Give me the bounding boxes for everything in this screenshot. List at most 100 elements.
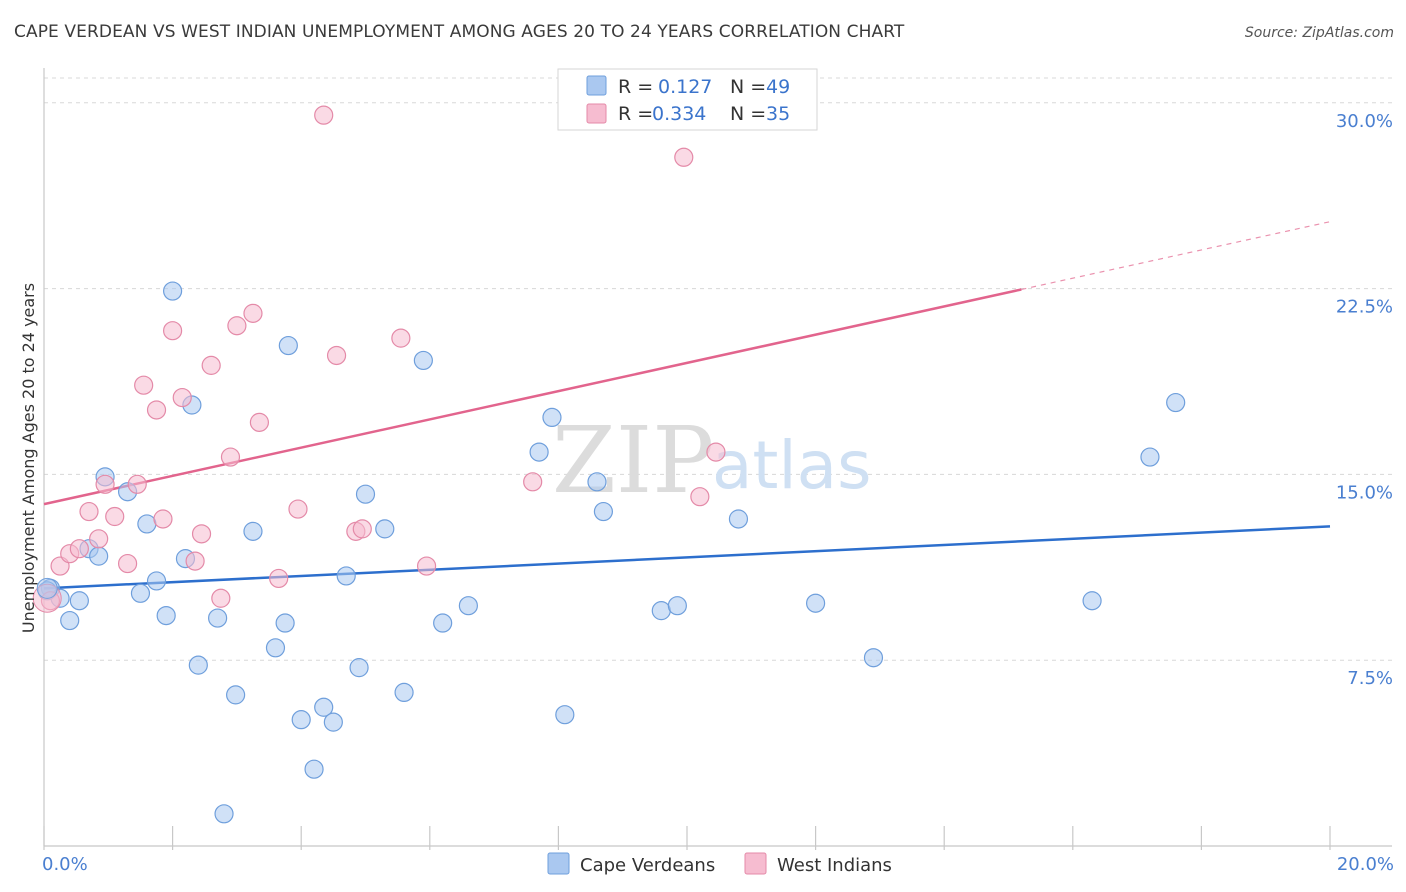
data-point-cape-verdeans [137,514,157,534]
data-point-cape-verdeans [208,608,228,628]
legend-n-value-blue: 49 [766,76,790,98]
points-layer [32,105,1186,824]
legend-swatch-pink [586,103,607,124]
tick-label-layer: 7.5% 15.0% 22.5% 30.0% 0.0% 20.0% [42,111,1394,875]
data-point-west-indians [391,328,411,348]
legend-r-label-blue: R = [618,76,653,98]
series-legend-swatch-west-indians [744,852,767,875]
data-point-cape-verdeans [458,596,478,616]
data-point-cape-verdeans [163,281,183,301]
data-point-west-indians [249,412,270,432]
data-point-west-indians [117,553,138,574]
chart-source: Source: ZipAtlas.com [1244,25,1394,41]
data-point-west-indians [220,447,241,467]
data-point-cape-verdeans [433,613,453,633]
data-point-cape-verdeans [349,658,369,678]
series-legend-swatch-cape-verdeans [547,852,570,875]
data-point-cape-verdeans [863,648,884,668]
data-point-west-indians [172,387,192,408]
legend-r-label-pink: R = [618,103,653,125]
data-point-west-indians [191,524,212,544]
data-point-west-indians [269,568,289,589]
data-point-cape-verdeans [375,519,395,539]
trend-line-extension-west-indians [1021,221,1331,291]
data-point-west-indians [243,303,263,323]
data-point-west-indians [416,556,437,576]
data-point-west-indians [288,499,308,519]
data-point-cape-verdeans [529,442,549,462]
data-point-cape-verdeans [226,685,246,705]
data-point-cape-verdeans [587,472,607,492]
data-point-cape-verdeans [60,610,80,631]
watermark-atlas: atlas [712,427,872,504]
data-point-cape-verdeans [728,509,749,529]
data-point-cape-verdeans [146,571,167,591]
data-point-west-indians [105,506,125,527]
data-point-west-indians [69,539,89,559]
legend-r-value-pink: 0.334 [652,103,706,125]
data-point-west-indians [674,147,694,167]
data-point-cape-verdeans [243,521,263,541]
chart-title: CAPE VERDEAN VS WEST INDIAN UNEMPLOYMENT… [14,22,905,42]
data-point-west-indians [314,105,334,125]
data-point-cape-verdeans [542,407,562,428]
legend-n-label-blue: N = [730,76,766,98]
data-point-west-indians [185,551,205,571]
series-legend-label-west-indians: West Indians [777,855,892,876]
data-point-west-indians [211,588,231,608]
data-point-cape-verdeans [1082,591,1102,611]
data-point-west-indians [163,321,183,341]
data-point-cape-verdeans [214,804,234,824]
y-tick-label: 15.0% [1336,482,1393,503]
data-point-cape-verdeans [805,593,826,613]
data-point-cape-verdeans [651,601,671,621]
x-tick-label: 0.0% [42,854,88,875]
data-point-west-indians [326,345,347,366]
data-point-cape-verdeans [667,596,687,616]
y-tick-label: 7.5% [1347,668,1393,689]
data-point-west-indians [146,400,167,420]
data-point-west-indians [89,529,109,549]
trend-line-west-indians [43,288,1022,506]
data-point-cape-verdeans [291,710,311,730]
data-point-west-indians [227,316,247,336]
data-point-west-indians [127,474,147,494]
data-point-cape-verdeans [156,605,176,626]
data-point-west-indians [523,472,543,492]
data-point-cape-verdeans [89,546,109,566]
y-tick-label: 30.0% [1336,111,1393,132]
watermark-zip: ZIP [552,407,714,514]
data-point-cape-verdeans [336,566,356,586]
data-point-west-indians [352,519,372,539]
data-point-cape-verdeans [355,484,376,504]
legend-r-value-blue: 0.127 [658,76,712,98]
series-legend: Cape Verdeans West Indians [547,852,892,876]
legend-swatch-blue [586,75,607,96]
data-point-cape-verdeans [275,613,295,633]
legend-n-value-pink: 35 [766,103,790,125]
data-point-cape-verdeans [1166,392,1186,413]
data-point-west-indians [690,487,710,507]
grid-layer [44,77,1392,661]
data-point-west-indians [79,501,99,522]
legend-n-label-pink: N = [730,103,766,125]
data-point-west-indians [153,509,173,529]
data-point-cape-verdeans [304,759,324,779]
y-axis-title: Unemployment Among Ages 20 to 24 years [19,283,38,633]
trend-line-cape-verdeans [43,525,1331,590]
data-point-cape-verdeans [69,591,89,611]
watermark: ZIP atlas [552,407,872,514]
data-point-cape-verdeans [278,335,298,356]
data-point-west-indians [201,355,221,375]
y-tick-label: 22.5% [1336,297,1393,318]
data-point-cape-verdeans [36,577,58,599]
data-point-cape-verdeans [314,697,334,717]
axis-layer [43,68,1392,850]
data-point-cape-verdeans [323,712,343,732]
series-legend-label-cape-verdeans: Cape Verdeans [580,855,715,876]
data-point-cape-verdeans [1140,447,1160,467]
data-point-west-indians [95,474,115,494]
data-point-cape-verdeans [593,501,614,522]
data-point-cape-verdeans [394,682,414,703]
